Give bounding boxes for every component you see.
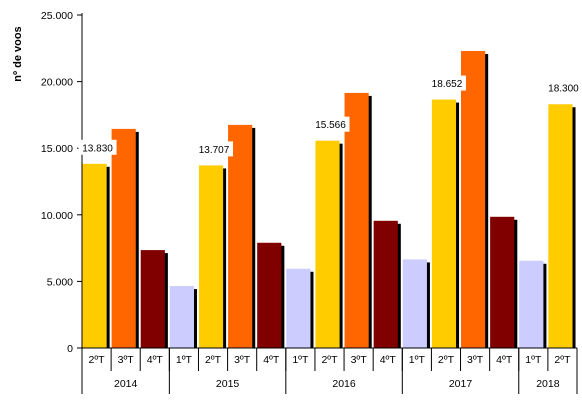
x-tick-label: 4ºT	[380, 354, 397, 366]
bar-2014-2T	[82, 163, 107, 348]
data-label-box	[311, 116, 350, 132]
x-tick-label: 2ºT	[438, 354, 455, 366]
x-tick-label: 2ºT	[205, 354, 222, 366]
data-label-box	[78, 139, 117, 155]
x-tick-label: 3ºT	[467, 354, 484, 366]
x-tick-label: 3ºT	[351, 354, 368, 366]
bar-2014-3T	[111, 128, 136, 348]
x-tick-label: 4ºT	[263, 354, 280, 366]
year-label: 2016	[332, 378, 356, 390]
y-axis-label-group: nº de voos	[12, 26, 24, 81]
bar-2015-1T	[169, 286, 194, 348]
bar-2017-4T	[490, 216, 515, 348]
year-label: 2017	[449, 378, 473, 390]
data-label: 18.652	[432, 79, 463, 90]
x-tick-label: 2ºT	[89, 354, 106, 366]
x-tick-label: 2ºT	[321, 354, 338, 366]
data-label-box	[427, 75, 466, 91]
bar-2016-1T	[286, 268, 311, 348]
data-label: 13.830	[82, 143, 113, 154]
year-label: 2018	[536, 378, 560, 390]
data-labels-layer: 13.830 13.707 15.566 18.652 18.300	[78, 75, 582, 157]
y-axis: 0 5.000 10.000 15.000 20.000 25.000	[41, 10, 83, 355]
bar-2018-2T	[548, 104, 573, 348]
y-tick-label: 0	[67, 343, 73, 355]
x-tick-label: 4ºT	[147, 354, 164, 366]
x-tick-label: 1ºT	[525, 354, 542, 366]
x-tick-label: 1ºT	[292, 354, 309, 366]
year-label: 2014	[114, 378, 138, 390]
bar-2017-2T	[431, 99, 457, 348]
bar-2018-1T	[519, 260, 544, 348]
x-tick-label: 2ºT	[554, 354, 571, 366]
y-tick-label: 20.000	[41, 77, 73, 89]
y-tick-label: 15.000	[41, 143, 73, 155]
bar-2016-3T	[344, 92, 369, 348]
data-label-box	[195, 141, 234, 157]
data-label-box	[544, 80, 582, 96]
x-tick-label: 3ºT	[234, 354, 251, 366]
bars-layer	[82, 50, 576, 349]
data-label: 13.707	[199, 145, 230, 156]
x-tick-label: 3ºT	[118, 354, 135, 366]
data-label: 18.300	[548, 84, 579, 95]
bar-2016-4T	[373, 220, 398, 348]
bar-2016-2T	[315, 140, 340, 348]
x-tick-label: 1ºT	[176, 354, 193, 366]
y-tick-label: 25.000	[41, 10, 73, 22]
bar-2015-3T	[228, 124, 253, 348]
bar-2015-2T	[198, 165, 224, 348]
x-tick-label: 1ºT	[409, 354, 426, 366]
bar-2015-4T	[257, 242, 282, 348]
x-tick-label: 4ºT	[496, 354, 513, 366]
bar-2017-1T	[402, 259, 427, 348]
data-label: 15.566	[315, 120, 346, 131]
x-axis: 2ºT 3ºT 4ºT 2014 1ºT 2ºT 3ºT 4ºT 2015 1ºT 2ºT 3ºT 4º…	[81, 347, 578, 394]
y-axis-label: nº de voos	[12, 26, 24, 81]
y-tick-label: 10.000	[41, 210, 73, 222]
bar-2017-3T	[461, 50, 486, 349]
bar-2014-4T	[140, 250, 165, 348]
year-label: 2015	[216, 378, 240, 390]
y-tick-label: 5.000	[47, 276, 73, 288]
